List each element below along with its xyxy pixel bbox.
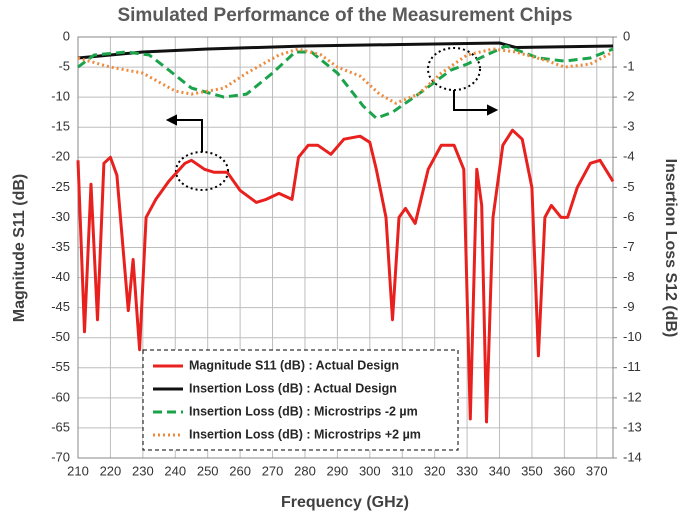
y2-tick-label: -13 [623, 419, 642, 434]
x-tick-label: 320 [424, 463, 446, 478]
y2-tick-label: -3 [623, 119, 635, 134]
x-tick-label: 260 [229, 463, 251, 478]
chart-title: Simulated Performance of the Measurement… [117, 5, 572, 26]
y-tick-label: -60 [51, 389, 70, 404]
arrow-right [453, 90, 492, 111]
arrowhead [165, 114, 177, 126]
y2-tick-label: -7 [623, 239, 635, 254]
y-tick-label: -15 [51, 119, 70, 134]
x-tick-label: 270 [262, 463, 284, 478]
y-tick-label: -10 [51, 89, 70, 104]
x-tick-label: 210 [67, 463, 89, 478]
y-tick-label: -55 [51, 359, 70, 374]
x-tick-label: 360 [554, 463, 576, 478]
legend-label: Insertion Loss (dB) : Microstrips -2 µm [189, 404, 418, 418]
legend-label: Magnitude S11 (dB) : Actual Design [189, 358, 399, 372]
y-tick-label: -45 [51, 299, 70, 314]
y-tick-label: -65 [51, 419, 70, 434]
x-tick-label: 230 [132, 463, 154, 478]
series-line [77, 47, 614, 105]
y2-tick-label: -1 [623, 59, 635, 74]
legend-label: Insertion Loss (dB) : Microstrips +2 µm [189, 427, 421, 441]
y2-tick-label: -10 [623, 329, 642, 344]
y-tick-label: -70 [51, 449, 70, 464]
y2-tick-label: -12 [623, 389, 642, 404]
arrowhead [487, 104, 499, 116]
y-tick-label: -25 [51, 179, 70, 194]
y2-tick-label: -11 [623, 359, 641, 374]
x-tick-label: 330 [456, 463, 478, 478]
annotations [165, 47, 499, 191]
y-tick-label: -20 [51, 149, 70, 164]
y2-tick-label: -2 [623, 89, 635, 104]
y2-axis-label: Insertion Loss S12 (dB) [662, 159, 679, 338]
x-tick-label: 240 [164, 463, 186, 478]
x-tick-label: 280 [294, 463, 316, 478]
y-tick-label: -5 [58, 59, 70, 74]
x-tick-label: 300 [359, 463, 381, 478]
y-tick-label: -40 [51, 269, 70, 284]
y-axis-label: Magnitude S11 (dB) [11, 174, 28, 322]
series-line [77, 44, 614, 120]
x-tick-label: 370 [586, 463, 608, 478]
x-tick-label: 290 [327, 463, 349, 478]
y2-tick-label: -14 [623, 449, 642, 464]
y-tick-label: -30 [51, 209, 70, 224]
x-tick-label: 350 [521, 463, 543, 478]
y-tick-label: -35 [51, 239, 70, 254]
y2-tick-label: -9 [623, 299, 635, 314]
y2-tick-label: -5 [623, 179, 635, 194]
y-tick-label: -50 [51, 329, 70, 344]
y2-tick-label: 0 [623, 28, 630, 43]
x-tick-label: 250 [197, 463, 219, 478]
y2-tick-label: -8 [623, 269, 635, 284]
x-tick-label: 340 [489, 463, 511, 478]
arrow-left [170, 119, 203, 152]
x-axis-label: Frequency (GHz) [281, 494, 409, 511]
x-tick-label: 310 [391, 463, 413, 478]
y2-tick-label: -6 [623, 209, 635, 224]
series-line [76, 128, 615, 424]
legend [142, 349, 459, 451]
y2-tick-label: -4 [623, 149, 635, 164]
x-tick-label: 220 [100, 463, 122, 478]
y-tick-label: 0 [63, 28, 70, 43]
legend-label: Insertion Loss (dB) : Actual Design [189, 381, 397, 395]
